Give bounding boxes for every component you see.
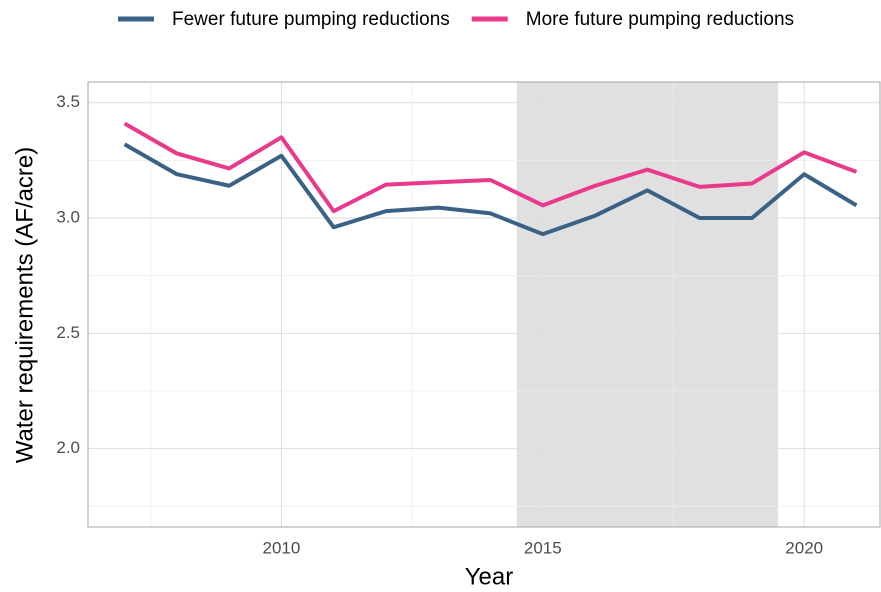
x-axis-title: Year — [465, 563, 514, 590]
legend-label: Fewer future pumping reductions — [172, 9, 450, 30]
legend-label: More future pumping reductions — [526, 9, 794, 30]
x-tick-label: 2010 — [263, 538, 301, 557]
y-tick-label: 2.5 — [56, 323, 80, 342]
x-tick-label: 2020 — [785, 538, 823, 557]
shaded-period — [516, 82, 779, 527]
y-axis-title: Water requirements (AF/acre) — [11, 147, 38, 464]
y-tick-label: 2.0 — [56, 438, 80, 457]
x-tick-label: 2015 — [524, 538, 562, 557]
data-line — [123, 121, 858, 214]
data-line — [123, 142, 858, 237]
y-tick-label: 3.0 — [56, 208, 80, 227]
y-tick-label: 3.5 — [56, 92, 80, 111]
plot-border — [87, 81, 881, 528]
